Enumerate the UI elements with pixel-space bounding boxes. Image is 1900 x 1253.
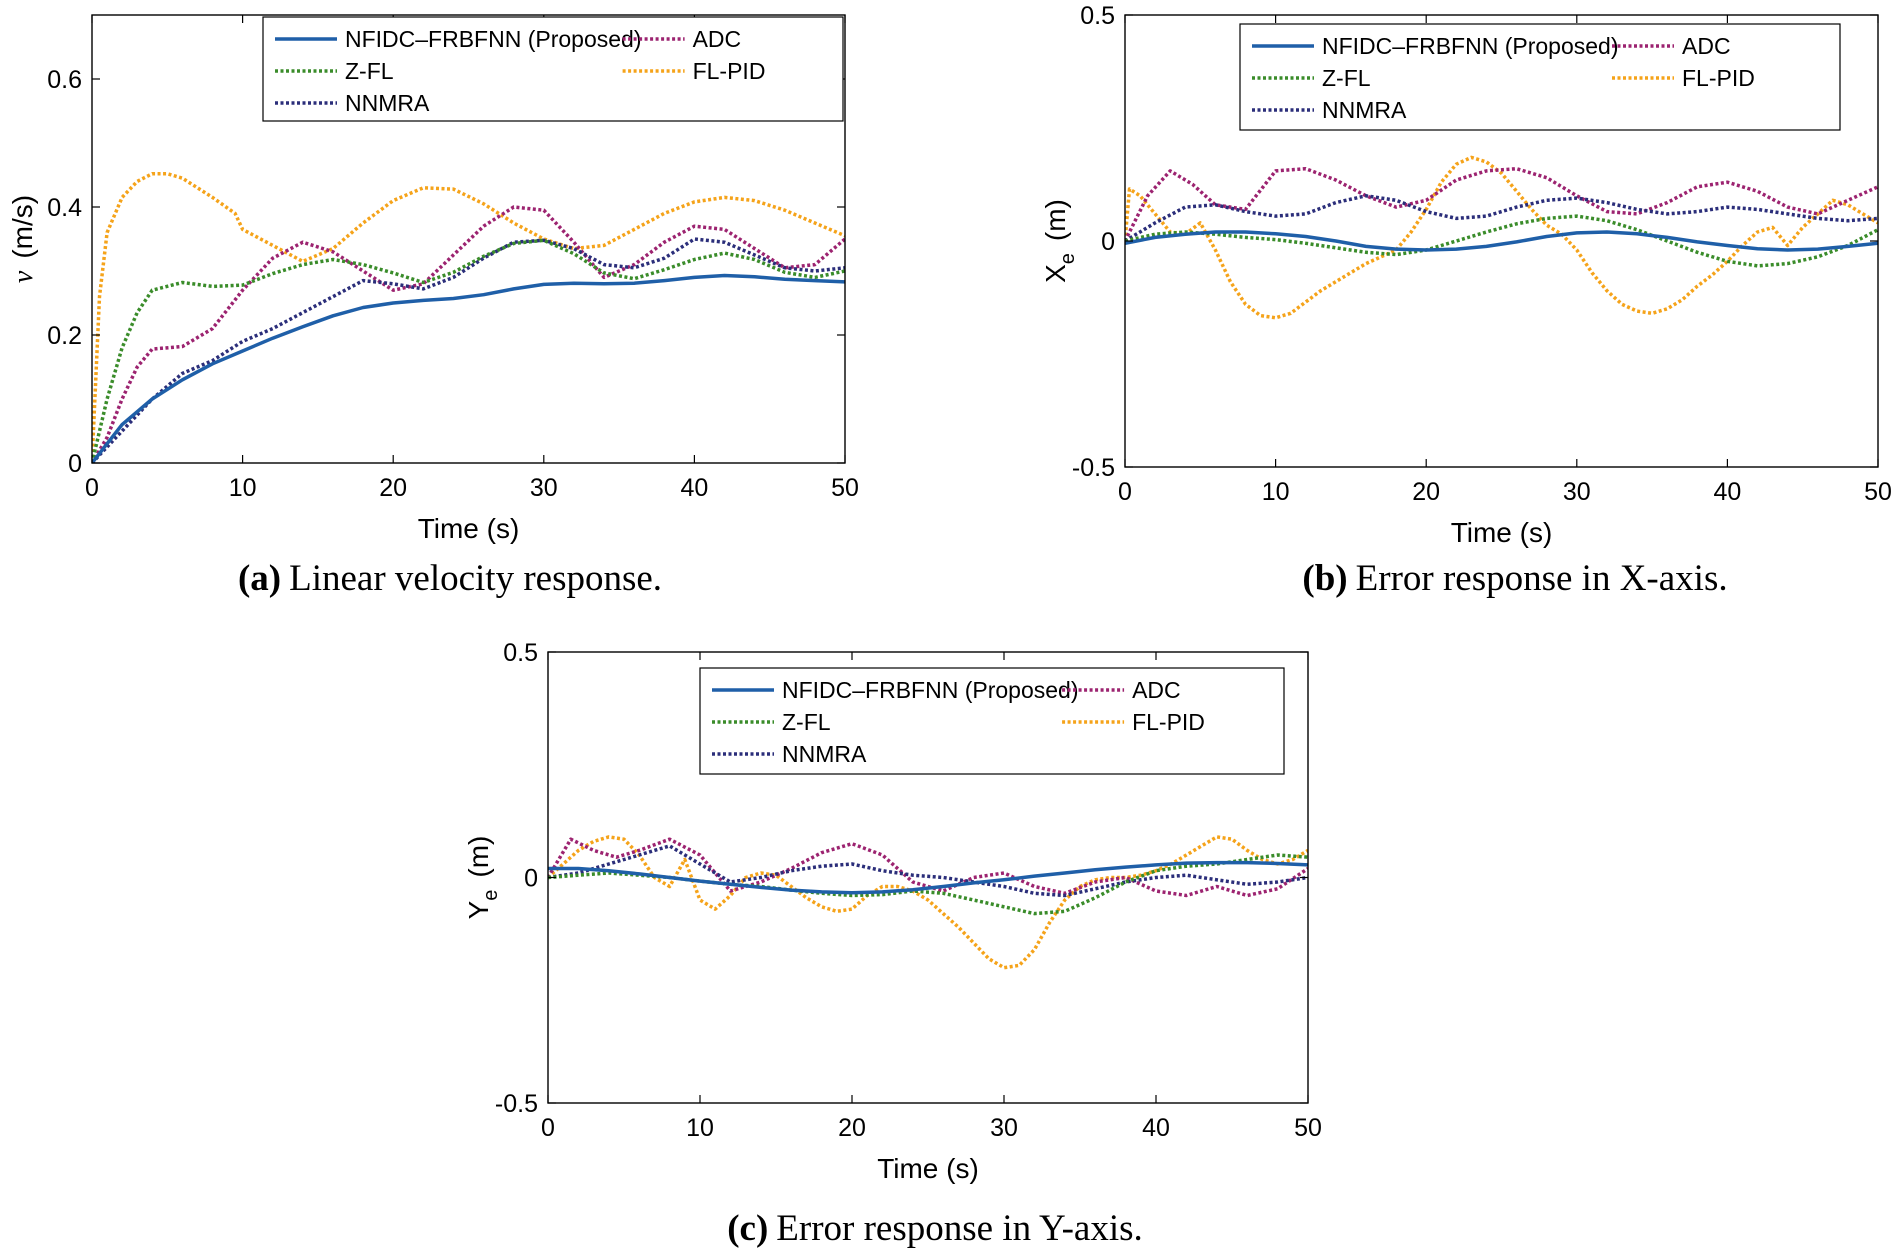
legend-a: NFIDC–FRBFNN (Proposed) Z-FL NNMRA ADC FL-PI… xyxy=(262,16,844,122)
series-line-b-z-fl xyxy=(1125,214,1878,268)
legend-box-b xyxy=(1239,23,1841,131)
x-axis-label-c: Time (s) xyxy=(877,1153,979,1184)
x-tick-label-a-4: 40 xyxy=(680,474,708,502)
legend-label-c-adc: ADC xyxy=(1132,677,1181,703)
legend-label-b-adc: ADC xyxy=(1682,33,1731,59)
legend-label-b-z-fl: Z-FL xyxy=(1322,65,1371,91)
caption-b: (b) Error response in X-axis. xyxy=(1302,558,1727,599)
legend-label-c-z-fl: Z-FL xyxy=(782,709,831,735)
panel-a: 0 10 20 30 40 50 0 0.2 0.4 0.6 Time (s) ν (m/s) NFIDC… xyxy=(7,14,859,599)
plot-a-series-group xyxy=(92,171,845,463)
y-tick-label-a-0: 0 xyxy=(68,450,82,478)
x-tick-label-b-2: 20 xyxy=(1412,478,1440,506)
series-line-c-adc xyxy=(548,837,1308,898)
x-tick-label-c-0: 0 xyxy=(541,1114,555,1142)
series-line-a-fl-pid xyxy=(92,171,845,463)
y-axis-label-b: Xe (m) xyxy=(1040,199,1079,283)
series-line-b-adc xyxy=(1125,166,1878,242)
x-tick-label-c-4: 40 xyxy=(1142,1114,1170,1142)
legend-c: NFIDC–FRBFNN (Proposed) Z-FL NNMRA ADC FL-PI… xyxy=(699,667,1285,775)
x-axis-label-b: Time (s) xyxy=(1451,517,1553,548)
x-tick-label-a-0: 0 xyxy=(85,474,99,502)
caption-a-text: Linear velocity response. xyxy=(289,558,662,599)
x-tick-label-a-5: 50 xyxy=(831,474,859,502)
caption-a: (a) Linear velocity response. xyxy=(238,558,662,599)
y-axis-label-unit-b: (m) xyxy=(1040,199,1071,241)
y-tick-label-a-1: 0.2 xyxy=(47,322,82,350)
series-line-c-nnmra xyxy=(548,844,1308,898)
y-axis-label-sub-b: e xyxy=(1057,253,1079,264)
legend-label-c-fl-pid: FL-PID xyxy=(1132,709,1205,735)
series-line-a-adc xyxy=(92,205,845,463)
legend-b: NFIDC–FRBFNN (Proposed) Z-FL NNMRA ADC FL-PI… xyxy=(1239,23,1841,131)
caption-c: (c) Error response in Y-axis. xyxy=(727,1208,1143,1249)
y-tick-label-a-3: 0.6 xyxy=(47,66,82,94)
plot-c-series-group xyxy=(548,835,1308,970)
series-line-a-nnmra xyxy=(92,237,845,463)
caption-a-label: (a) xyxy=(238,558,281,599)
caption-c-label: (c) xyxy=(727,1208,768,1249)
y-tick-label-c-1: 0 xyxy=(524,865,538,893)
plot-a: 0 10 20 30 40 50 0 0.2 0.4 0.6 Time (s) ν (m/s) NFIDC… xyxy=(7,14,859,544)
x-tick-label-c-2: 20 xyxy=(838,1114,866,1142)
legend-label-a-adc: ADC xyxy=(693,26,742,52)
x-tick-label-c-3: 30 xyxy=(990,1114,1018,1142)
legend-label-a-z-fl: Z-FL xyxy=(345,58,394,84)
x-tick-label-b-3: 30 xyxy=(1563,478,1591,506)
caption-b-label: (b) xyxy=(1302,558,1347,599)
x-axis-label-a: Time (s) xyxy=(418,513,520,544)
series-line-c-nfidc-frbfnn-proposed xyxy=(548,860,1308,895)
series-line-a-nfidc-frbfnn-proposed xyxy=(92,273,845,463)
series-line-b-fl-pid xyxy=(1125,155,1878,320)
y-tick-label-c-0: -0.5 xyxy=(495,1090,538,1118)
y-axis-label-unit-a: (m/s) xyxy=(7,195,38,259)
y-axis-label-main-c: Y xyxy=(463,900,494,919)
legend-label-a-nnmra: NNMRA xyxy=(345,90,430,116)
y-tick-label-a-2: 0.4 xyxy=(47,194,82,222)
y-axis-label-c: Ye (m) xyxy=(463,836,502,920)
y-axis-label-main-a: ν xyxy=(8,270,39,283)
x-tick-label-c-5: 50 xyxy=(1294,1114,1322,1142)
x-tick-label-a-3: 30 xyxy=(530,474,558,502)
y-axis-label-unit-c: (m) xyxy=(463,836,494,878)
legend-box-c xyxy=(699,667,1285,775)
x-tick-label-b-5: 50 xyxy=(1864,478,1892,506)
legend-label-b-nfidc-frbfnn-proposed: NFIDC–FRBFNN (Proposed) xyxy=(1322,33,1619,59)
y-tick-label-b-0: -0.5 xyxy=(1072,454,1115,482)
legend-label-b-fl-pid: FL-PID xyxy=(1682,65,1755,91)
legend-label-b-nnmra: NNMRA xyxy=(1322,97,1407,123)
y-axis-label-main-b: X xyxy=(1040,264,1071,283)
y-tick-label-b-2: 0.5 xyxy=(1080,2,1115,30)
x-tick-label-a-1: 10 xyxy=(229,474,257,502)
legend-label-c-nfidc-frbfnn-proposed: NFIDC–FRBFNN (Proposed) xyxy=(782,677,1079,703)
legend-box-a xyxy=(262,16,844,122)
legend-label-a-fl-pid: FL-PID xyxy=(693,58,766,84)
series-line-b-nfidc-frbfnn-proposed xyxy=(1125,230,1878,252)
y-axis-label-sub-c: e xyxy=(480,890,502,901)
y-axis-label-a: ν (m/s) xyxy=(7,195,39,283)
x-tick-label-b-1: 10 xyxy=(1262,478,1290,506)
x-tick-label-a-2: 20 xyxy=(379,474,407,502)
caption-b-text: Error response in X-axis. xyxy=(1356,558,1728,599)
x-tick-label-b-4: 40 xyxy=(1713,478,1741,506)
x-tick-label-b-0: 0 xyxy=(1118,478,1132,506)
x-tick-label-c-1: 10 xyxy=(686,1114,714,1142)
series-line-b-nnmra xyxy=(1125,194,1878,243)
y-tick-label-b-1: 0 xyxy=(1101,228,1115,256)
y-tick-label-c-2: 0.5 xyxy=(503,639,538,667)
plot-b-series-group xyxy=(1125,155,1878,320)
axes-box-a xyxy=(91,14,846,464)
legend-label-a-nfidc-frbfnn-proposed: NFIDC–FRBFNN (Proposed) xyxy=(345,26,642,52)
caption-c-text: Error response in Y-axis. xyxy=(776,1208,1142,1249)
legend-label-c-nnmra: NNMRA xyxy=(782,741,867,767)
series-line-a-z-fl xyxy=(92,238,845,463)
